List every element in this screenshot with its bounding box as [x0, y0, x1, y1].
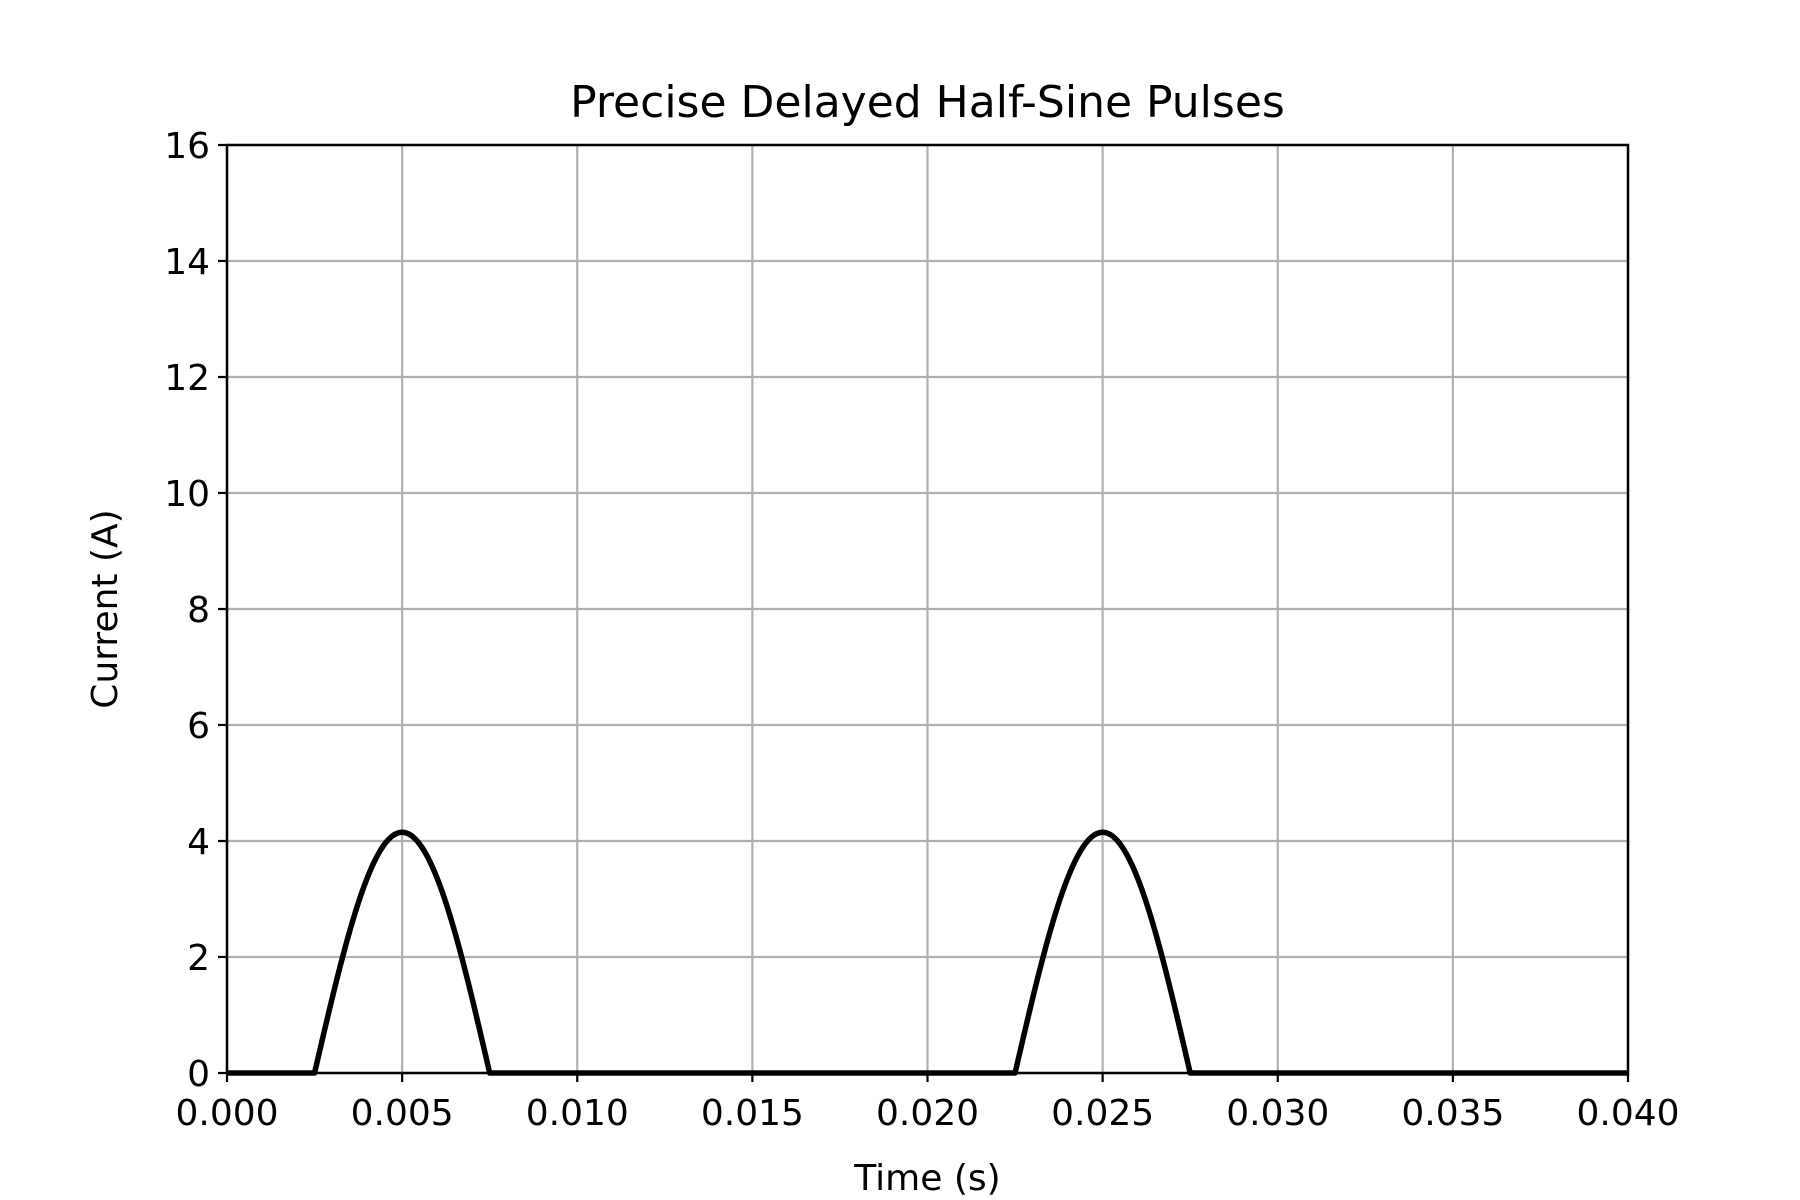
y-tick-label: 6: [187, 706, 210, 747]
y-tick-label: 8: [187, 590, 210, 631]
x-tick-label: 0.030: [1226, 1093, 1329, 1134]
grid-layer: [225, 143, 1630, 1075]
x-tick-label: 0.040: [1576, 1093, 1679, 1134]
x-tick-label: 0.005: [351, 1093, 454, 1134]
x-tick-label: 0.010: [526, 1093, 629, 1134]
x-axis-label: Time (s): [853, 1158, 1000, 1199]
x-tick-label: 0.015: [701, 1093, 804, 1134]
tick-layer: 0.000 0.005 0.010 0.015 0.020 0.025 0.030 0.035…: [164, 126, 1679, 1134]
x-tick-label: 0.025: [1051, 1093, 1154, 1134]
y-tick-label: 4: [187, 822, 210, 863]
x-tick-label: 0.000: [175, 1093, 278, 1134]
y-axis-label: Current (A): [85, 509, 126, 708]
x-tick-label: 0.035: [1401, 1093, 1504, 1134]
x-tick-label: 0.020: [876, 1093, 979, 1134]
y-tick-label: 10: [164, 474, 210, 515]
y-tick-label: 14: [164, 242, 210, 283]
y-tick-label: 2: [187, 938, 210, 979]
chart-title: Precise Delayed Half-Sine Pulses: [570, 77, 1285, 128]
y-tick-label: 0: [187, 1054, 210, 1095]
y-tick-label: 16: [164, 126, 210, 167]
y-tick-label: 12: [164, 358, 210, 399]
